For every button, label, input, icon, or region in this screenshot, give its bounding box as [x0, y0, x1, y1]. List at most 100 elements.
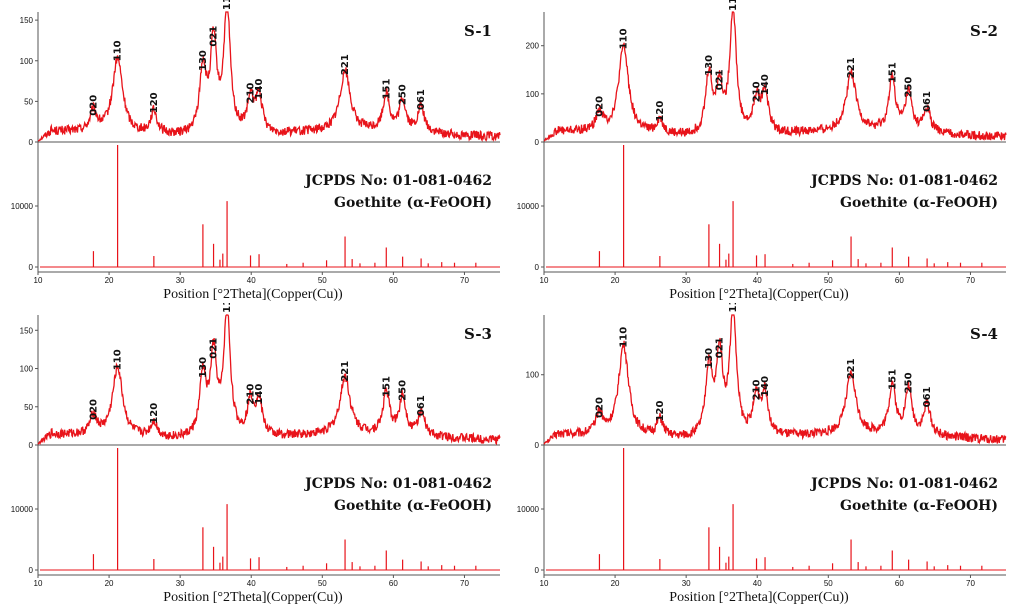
- reference-jcpds-label: JCPDS No: 01-081-0462: [809, 173, 998, 189]
- hkl-label: 061: [922, 386, 933, 407]
- hkl-label: 120: [149, 403, 160, 424]
- x-tick-label: 50: [824, 579, 833, 588]
- hkl-label: 111: [728, 303, 739, 313]
- hkl-label: 110: [619, 28, 630, 49]
- x-tick-label: 10: [34, 276, 43, 285]
- hkl-label: 210: [752, 379, 763, 400]
- x-axis-label: Position [°2Theta](Copper(Cu)): [669, 590, 849, 605]
- hkl-label: 120: [149, 92, 160, 113]
- hkl-label: 061: [416, 89, 427, 110]
- reference-phase-label: Goethite (α-FeOOH): [840, 195, 998, 211]
- hkl-label: 250: [904, 77, 915, 98]
- x-tick-label: 60: [389, 579, 398, 588]
- x-tick-label: 50: [318, 276, 327, 285]
- x-tick-label: 60: [895, 579, 904, 588]
- x-tick-label: 30: [682, 276, 691, 285]
- hkl-label: 120: [655, 101, 666, 122]
- x-tick-label: 70: [460, 276, 469, 285]
- y-tick-label: 0: [535, 566, 540, 575]
- hkl-label: 021: [715, 337, 726, 358]
- y-tick-label: 50: [24, 97, 33, 106]
- x-tick-label: 10: [34, 579, 43, 588]
- hkl-label: 250: [398, 84, 409, 105]
- x-tick-label: 50: [318, 579, 327, 588]
- y-tick-label: 100: [526, 90, 540, 99]
- x-tick-label: 40: [753, 276, 762, 285]
- x-axis-label: Position [°2Theta](Copper(Cu)): [669, 287, 849, 302]
- y-tick-label: 10000: [11, 505, 34, 514]
- hkl-label: 130: [704, 55, 715, 76]
- y-tick-label: 100: [526, 371, 540, 380]
- x-tick-label: 60: [895, 276, 904, 285]
- x-tick-label: 10: [540, 579, 549, 588]
- sample-xrd-line: [37, 314, 501, 446]
- x-tick-label: 20: [611, 276, 620, 285]
- x-axis-label: Position [°2Theta](Copper(Cu)): [163, 287, 343, 302]
- x-tick-label: 30: [176, 276, 185, 285]
- y-tick-label: 0: [29, 441, 34, 450]
- y-tick-label: 10000: [517, 202, 540, 211]
- hkl-label: 130: [704, 348, 715, 369]
- xrd-chart-s1: 0 50 100 150 0 10000 10 20 30 40 50 60 70 020 110 120 13…: [11, 0, 501, 285]
- sample-xrd-line: [543, 11, 1007, 142]
- x-tick-label: 30: [682, 579, 691, 588]
- y-tick-label: 0: [29, 566, 34, 575]
- hkl-label: 151: [887, 369, 898, 390]
- xrd-chart-s3: 0 50 100 150 0 10000 10 20 30 40 50 60 70 020 110 120 13…: [11, 303, 501, 588]
- x-tick-label: 20: [105, 579, 114, 588]
- hkl-label: 221: [340, 361, 351, 382]
- y-tick-label: 0: [29, 138, 34, 147]
- sample-xrd-line: [543, 314, 1007, 445]
- hkl-label: 111: [728, 0, 739, 11]
- reference-phase-label: Goethite (α-FeOOH): [334, 498, 492, 514]
- hkl-label: 151: [381, 79, 392, 100]
- hkl-label: 120: [655, 401, 666, 422]
- y-tick-label: 10000: [11, 202, 34, 211]
- x-tick-label: 60: [389, 276, 398, 285]
- sample-xrd-line: [37, 11, 501, 142]
- reference-phase-label: Goethite (α-FeOOH): [840, 498, 998, 514]
- y-tick-label: 100: [20, 57, 34, 66]
- x-tick-label: 20: [105, 276, 114, 285]
- y-tick-label: 10000: [517, 505, 540, 514]
- hkl-label: 110: [619, 327, 630, 348]
- hkl-label: 110: [113, 349, 124, 370]
- y-tick-label: 150: [20, 16, 34, 25]
- hkl-label: 210: [752, 81, 763, 102]
- reference-jcpds-label: JCPDS No: 01-081-0462: [303, 476, 492, 492]
- hkl-label: 221: [846, 57, 857, 78]
- x-tick-label: 70: [966, 579, 975, 588]
- reference-phase-label: Goethite (α-FeOOH): [334, 195, 492, 211]
- x-tick-label: 40: [247, 579, 256, 588]
- x-axis-label: Position [°2Theta](Copper(Cu)): [163, 590, 343, 605]
- x-tick-label: 40: [753, 579, 762, 588]
- x-tick-label: 70: [966, 276, 975, 285]
- hkl-label: 111: [222, 0, 233, 10]
- hkl-label: 061: [922, 91, 933, 112]
- x-tick-label: 50: [824, 276, 833, 285]
- hkl-label: 021: [209, 26, 220, 47]
- xrd-panel-s2: 0 100 200 0 10000 10 20 30 40 50 60 70 020 110 120 130 0…: [506, 0, 1012, 303]
- hkl-label: 210: [246, 384, 257, 405]
- hkl-label: 140: [254, 79, 265, 100]
- hkl-label: 130: [198, 357, 209, 378]
- reference-jcpds-label: JCPDS No: 01-081-0462: [809, 476, 998, 492]
- hkl-label: 021: [209, 338, 220, 359]
- hkl-label: 140: [760, 376, 771, 397]
- hkl-label: 221: [846, 358, 857, 379]
- y-tick-label: 0: [535, 263, 540, 272]
- x-tick-label: 30: [176, 579, 185, 588]
- hkl-label: 151: [381, 376, 392, 397]
- hkl-label: 130: [198, 50, 209, 71]
- x-tick-label: 70: [460, 579, 469, 588]
- hkl-label: 250: [398, 380, 409, 401]
- y-tick-label: 0: [535, 138, 540, 147]
- sample-name: S-3: [464, 325, 492, 343]
- y-tick-label: 100: [20, 365, 34, 374]
- hkl-label: 250: [904, 372, 915, 393]
- x-tick-label: 40: [247, 276, 256, 285]
- x-tick-label: 20: [611, 579, 620, 588]
